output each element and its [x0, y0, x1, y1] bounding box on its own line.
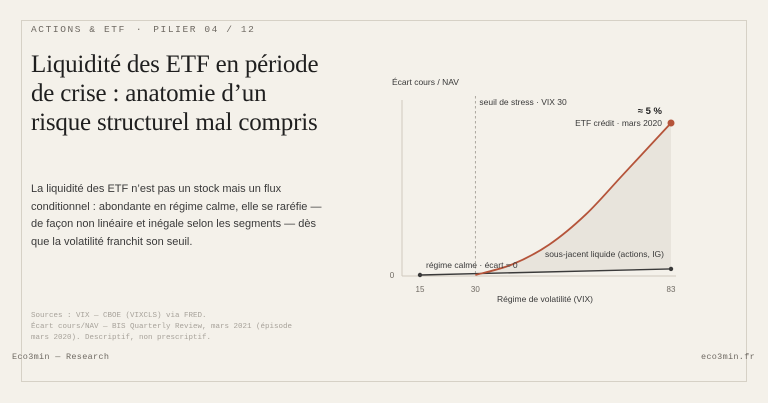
calm-regime-annotation: régime calme · écart ≈ 0 — [426, 260, 518, 270]
series-line-underlying — [419, 268, 672, 276]
footer-brand: Eco3min — Research — [12, 352, 110, 362]
underlying-end-point — [668, 266, 674, 272]
eyebrow-pillar: PILIER 04 / 12 — [153, 24, 256, 35]
page-title: Liquidité des ETF en période de crise : … — [31, 51, 319, 136]
underlying-series-label: sous-jacent liquide (actions, IG) — [545, 249, 664, 259]
sources-line: mars 2020). Descriptif, non prescriptif. — [31, 334, 212, 342]
sources-line: Sources : VIX — CBOE (VIXCLS) via FRED. — [31, 312, 207, 320]
x-tick-label: 30 — [471, 285, 480, 294]
x-tick-label: 15 — [416, 285, 425, 294]
threshold-label: seuil de stress · VIX 30 — [479, 97, 567, 107]
eyebrow-series: ACTIONS & ETF — [31, 24, 126, 35]
sources-note: Sources : VIX — CBOE (VIXCLS) via FRED. … — [31, 311, 321, 344]
gap-area — [475, 123, 671, 275]
x-tick-label: 83 — [667, 285, 676, 294]
etf-value-label: ≈ 5 % — [638, 106, 663, 117]
footer-site: eco3min.fr — [700, 352, 755, 362]
etf-series-label: ETF crédit · mars 2020 — [575, 118, 662, 128]
etf-end-point — [667, 119, 675, 127]
y-tick-label: 0 — [390, 271, 395, 280]
y-axis-label: Écart cours / NAV — [392, 77, 459, 87]
series-line-etf-credit — [475, 122, 672, 276]
eyebrow: ACTIONS & ETF · PILIER 04 / 12 — [31, 24, 255, 35]
eyebrow-separator: · — [135, 24, 144, 35]
lede-paragraph: La liquidité des ETF n’est pas un stock … — [31, 183, 322, 248]
x-axis-label: Régime de volatilité (VIX) — [497, 294, 593, 304]
sources-line: Écart cours/NAV — BIS Quarterly Review, … — [31, 323, 293, 331]
start-point — [417, 272, 423, 278]
